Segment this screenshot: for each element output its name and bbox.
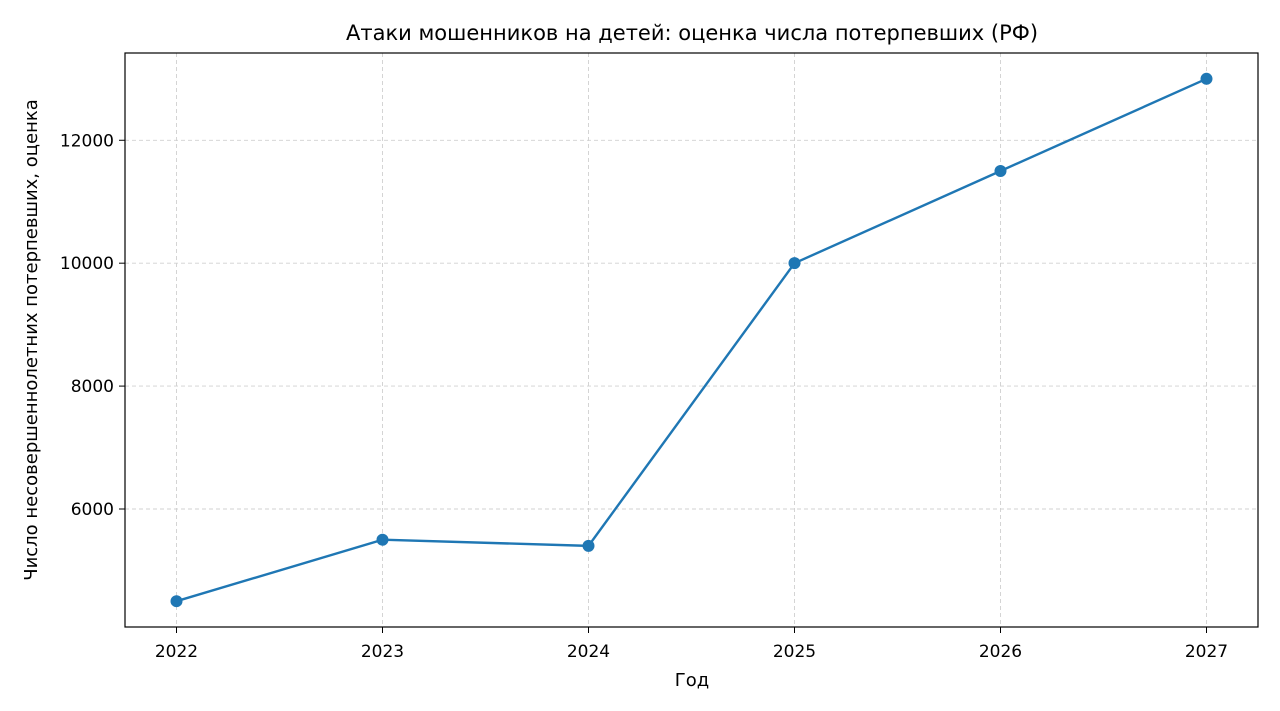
y-tick-label: 10000 xyxy=(60,254,114,274)
y-tick-label: 8000 xyxy=(71,377,114,397)
y-axis-label: Число несовершеннолетних потерпевших, оц… xyxy=(21,99,42,581)
x-tick-label: 2022 xyxy=(155,642,198,662)
x-axis-label: Год xyxy=(675,670,709,691)
data-point xyxy=(582,539,595,552)
x-tick-label: 2024 xyxy=(567,642,610,662)
x-tick-label: 2023 xyxy=(361,642,404,662)
series-layer xyxy=(170,72,1213,608)
series-line xyxy=(176,77,1207,603)
x-tick-label: 2025 xyxy=(773,642,816,662)
axis-ticks: 2022 2023 2024 2025 2026 2027 6000 8000 10000 120… xyxy=(60,131,1228,662)
plot-frame xyxy=(124,52,1259,628)
x-tick-label: 2026 xyxy=(979,642,1022,662)
data-point xyxy=(376,533,389,546)
data-point xyxy=(170,595,183,608)
data-point xyxy=(788,257,801,270)
chart-title: Атаки мошенников на детей: оценка числа … xyxy=(346,21,1038,45)
y-tick-label: 12000 xyxy=(60,131,114,151)
grid-layer xyxy=(125,53,1258,627)
data-point xyxy=(994,164,1007,177)
x-tick-label: 2027 xyxy=(1185,642,1228,662)
data-point xyxy=(1200,72,1213,85)
y-tick-label: 6000 xyxy=(71,500,114,520)
